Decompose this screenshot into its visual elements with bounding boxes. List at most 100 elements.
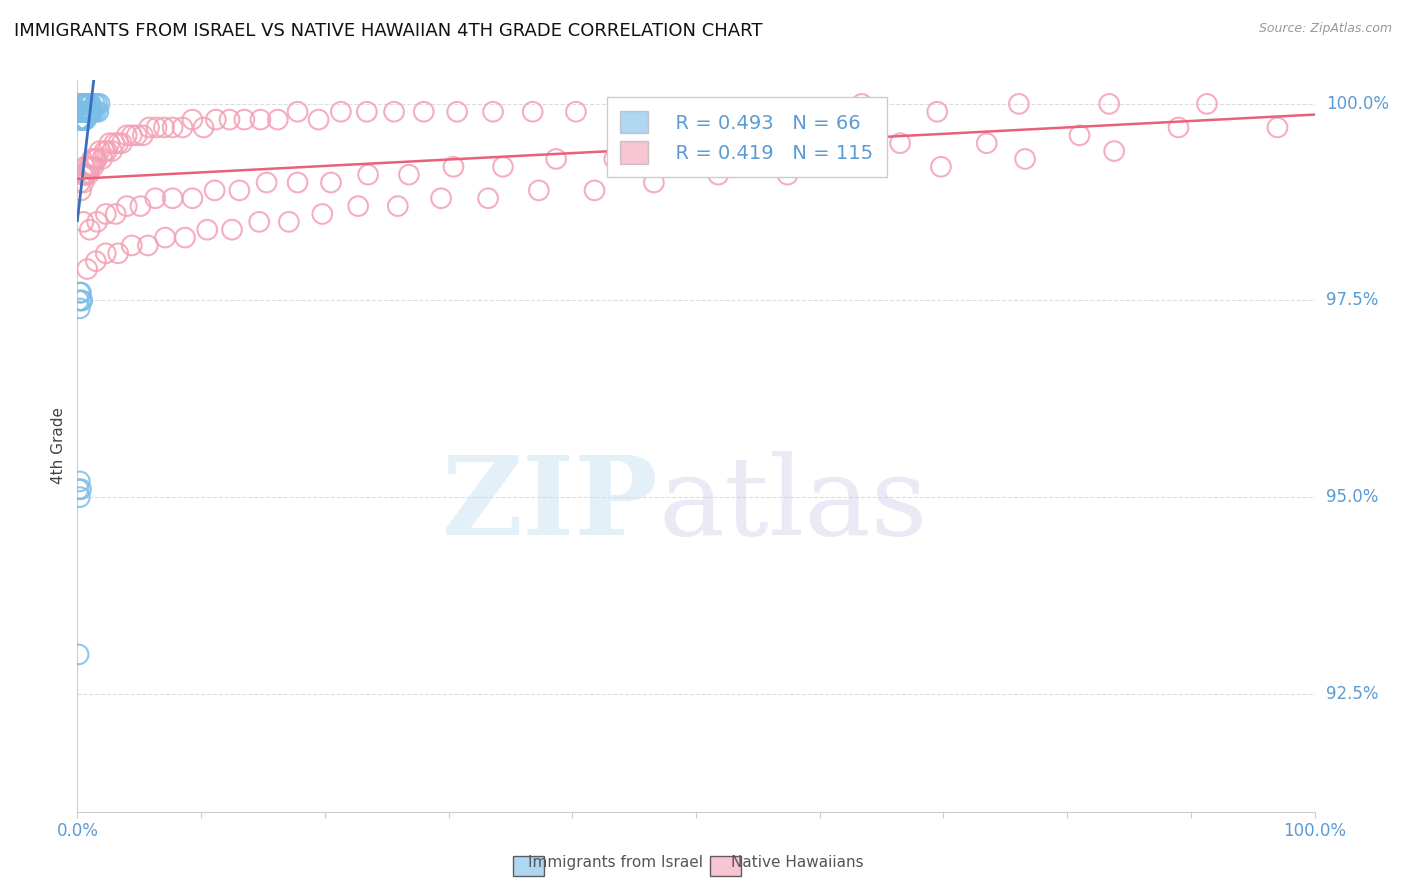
Point [67,96,90,111]
Y-axis label: 4th Grade: 4th Grade [51,408,66,484]
Point [73,160,96,174]
Point [477,191,499,205]
Text: Native Hawaiians: Native Hawaiians [731,855,863,870]
Point [79,104,101,119]
Point [218,112,240,127]
Point [91,152,114,166]
Point [69,490,91,504]
Text: Source: ZipAtlas.com: Source: ZipAtlas.com [1258,22,1392,36]
Text: 97.5%: 97.5% [1326,292,1378,310]
Point [67,104,90,119]
Point [69,104,91,119]
Point [287,104,309,119]
Point [889,136,911,151]
Point [69,285,91,300]
Point [89,96,111,111]
Point [929,160,952,174]
Point [73,104,96,119]
Point [70,112,93,127]
Point [70,293,93,308]
Point [72,176,94,190]
Point [143,191,166,205]
Point [546,152,568,166]
Point [80,104,103,119]
Point [72,112,94,127]
Point [308,112,330,127]
Point [67,482,90,496]
Point [195,223,218,237]
Point [277,215,299,229]
Point [721,104,744,119]
Point [565,104,588,119]
Text: 92.5%: 92.5% [1326,685,1378,703]
Point [643,176,665,190]
Point [121,238,143,252]
Point [430,191,453,205]
Point [412,104,434,119]
Point [94,246,117,260]
Point [482,104,505,119]
Point [79,104,101,119]
Point [69,96,91,111]
Point [1195,96,1218,111]
Point [75,112,97,127]
Point [82,104,104,119]
Point [76,104,98,119]
Point [77,104,100,119]
Text: IMMIGRANTS FROM ISRAEL VS NATIVE HAWAIIAN 4TH GRADE CORRELATION CHART: IMMIGRANTS FROM ISRAEL VS NATIVE HAWAIIA… [14,22,762,40]
Point [82,104,104,119]
Point [86,215,108,229]
Point [69,475,91,489]
Point [398,168,420,182]
Point [72,104,94,119]
Point [162,191,184,205]
Point [72,104,94,119]
Point [612,104,634,119]
Point [228,183,250,197]
Point [76,104,98,119]
Point [1102,144,1125,158]
Point [125,128,148,143]
Point [107,136,129,151]
Point [84,104,107,119]
Point [75,104,97,119]
Point [103,136,125,151]
Point [72,293,94,308]
Point [1098,96,1121,111]
Point [319,176,342,190]
Point [67,112,90,127]
Point [204,183,226,197]
Point [181,112,204,127]
Point [72,96,94,111]
Point [86,96,108,111]
Point [79,160,101,174]
Point [75,168,97,182]
Text: ZIP: ZIP [441,451,659,558]
Point [329,104,352,119]
Point [70,104,93,119]
Point [1267,120,1289,135]
Point [70,104,93,119]
Point [583,183,606,197]
Point [153,230,176,244]
Point [83,152,105,166]
Point [69,104,91,119]
Point [1008,96,1031,111]
Point [80,96,103,111]
Text: atlas: atlas [659,451,928,558]
Point [138,120,160,135]
Point [72,112,94,127]
Point [357,168,380,182]
Point [734,144,756,158]
Point [87,104,110,119]
Point [86,152,108,166]
Point [76,160,98,174]
Point [851,160,873,174]
Point [84,152,107,166]
Point [205,112,228,127]
Point [75,96,97,111]
Point [382,104,405,119]
Point [84,254,107,268]
Point [347,199,370,213]
Point [72,215,94,229]
